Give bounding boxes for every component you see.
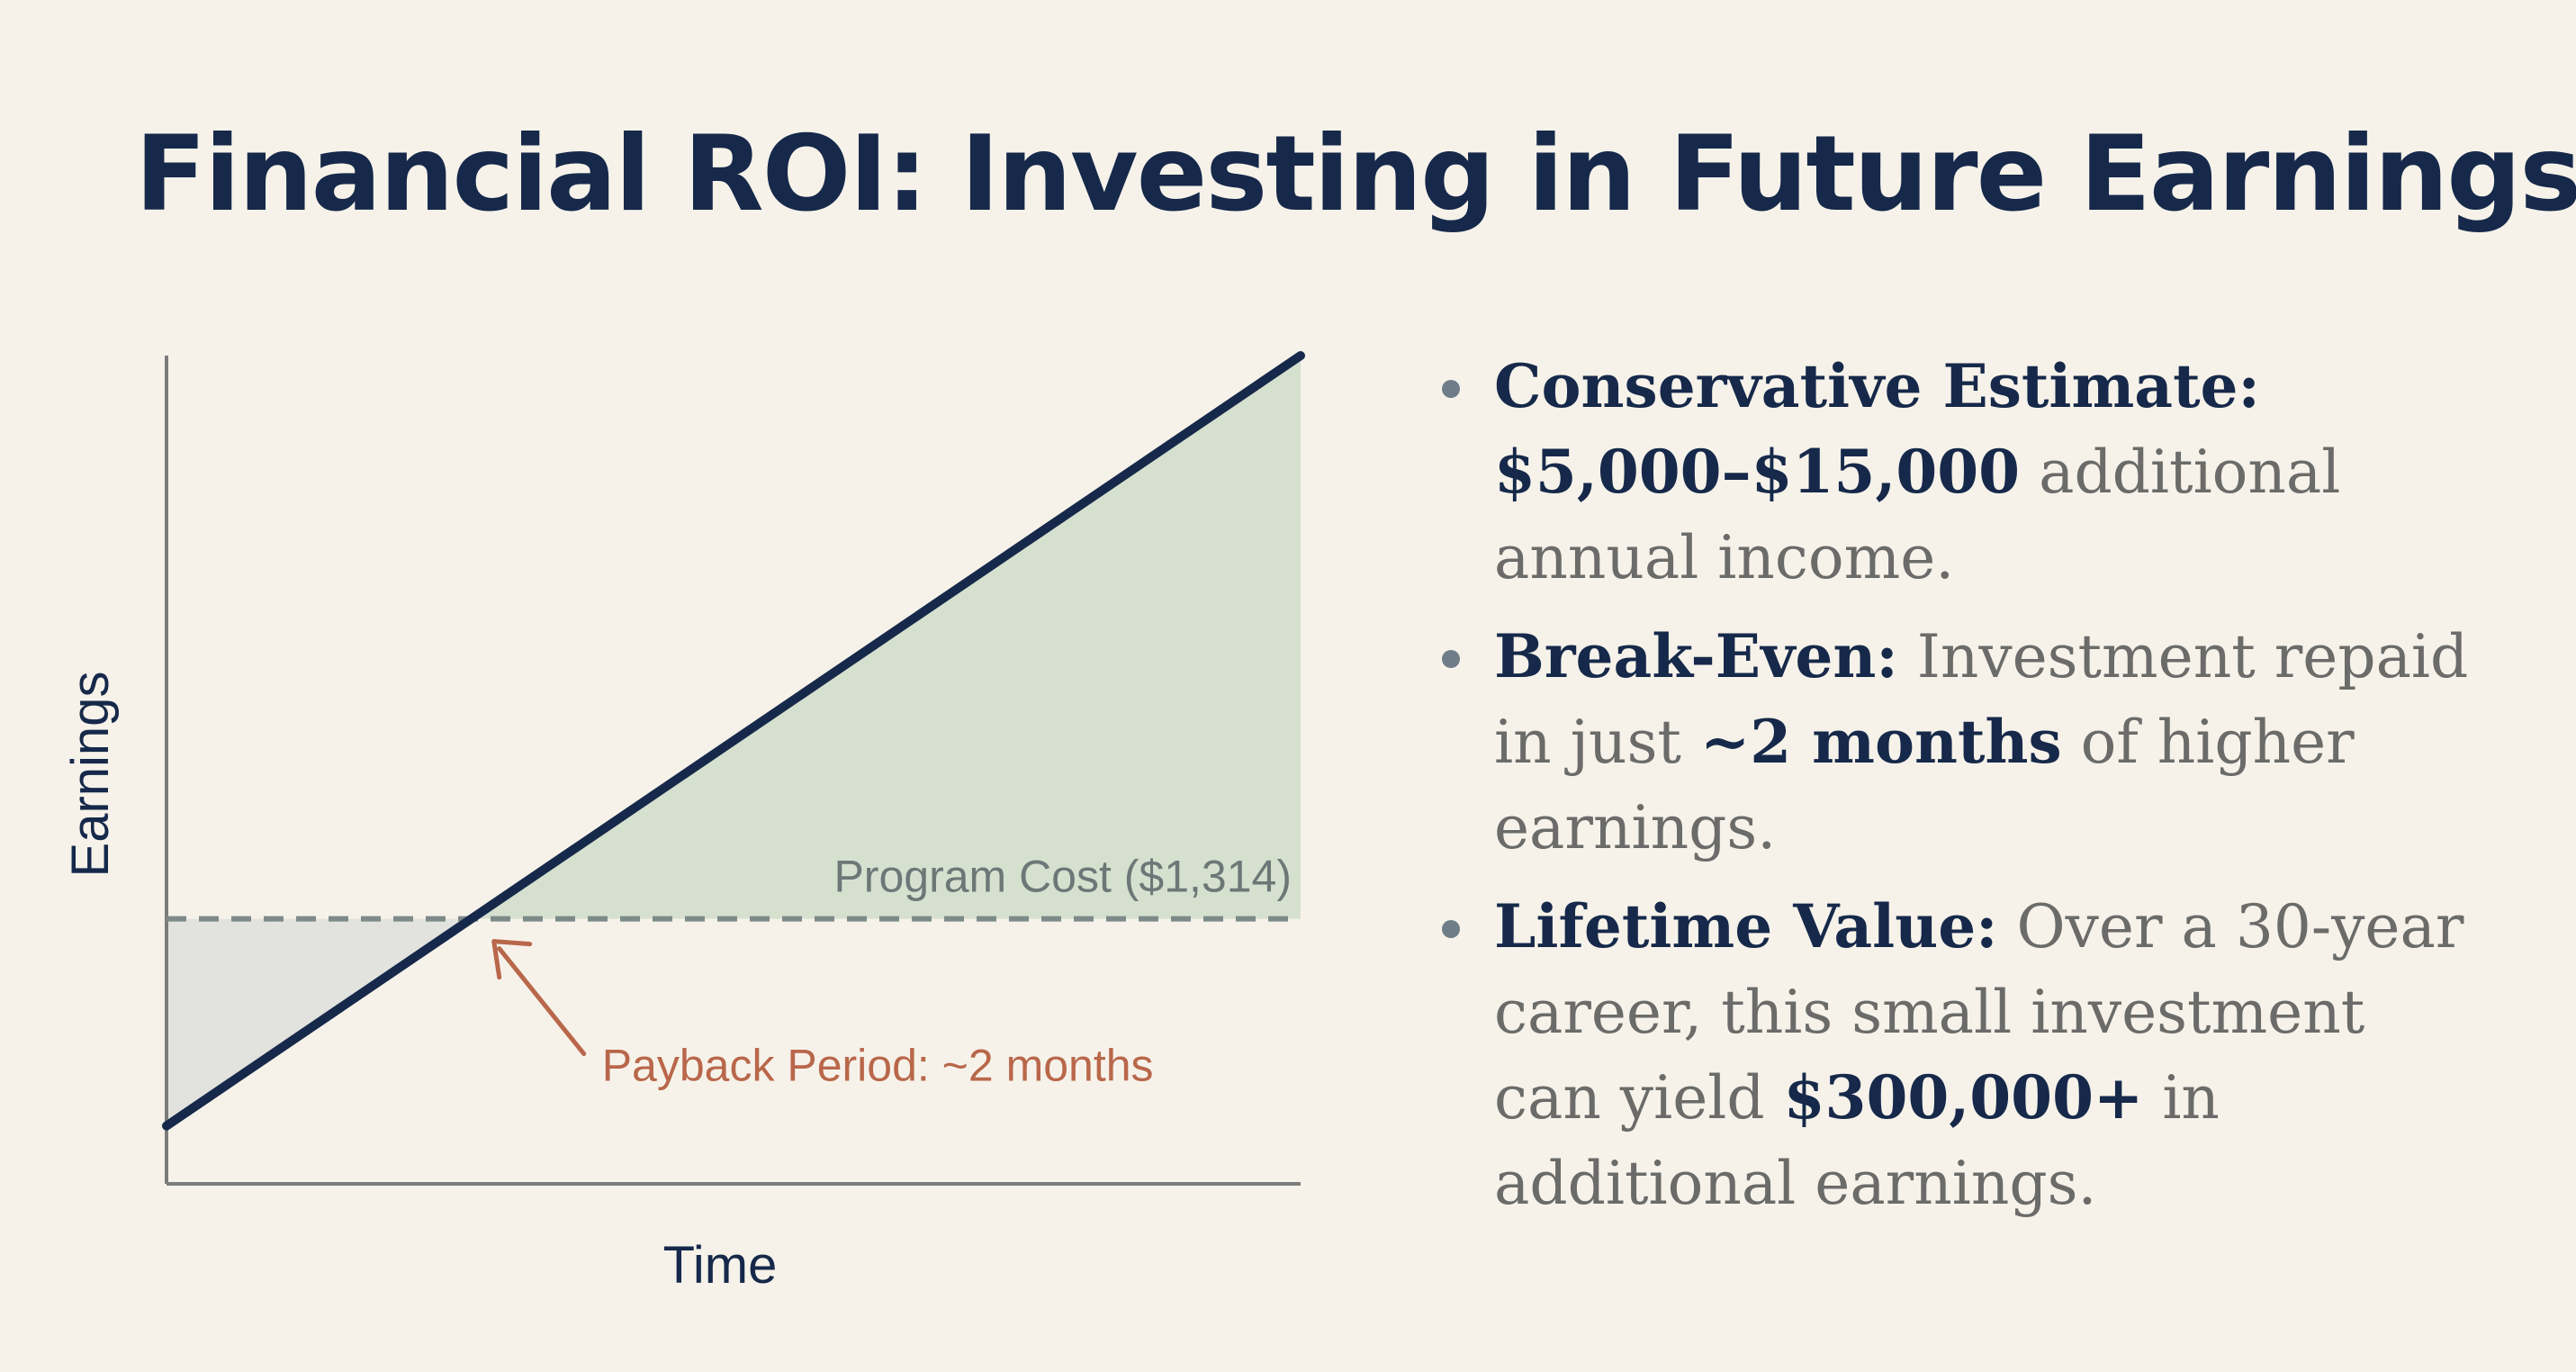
- bullet-label: Lifetime Value:: [1494, 891, 1998, 961]
- page-title: Financial ROI: Investing in Future Earni…: [135, 113, 2576, 235]
- payback-arrow-head-icon: [491, 939, 533, 980]
- x-axis-label: Time: [663, 1236, 778, 1295]
- key-points-list: Conservative Estimate: $5,000–$15,000 ad…: [1438, 344, 2482, 1240]
- payback-arrow: [497, 946, 587, 1057]
- payback-period-label: Payback Period: ~2 months: [602, 1041, 1154, 1091]
- bullet-highlight: $5,000–$15,000: [1494, 437, 2021, 507]
- payback-chart: Program Cost ($1,314) Payback Period: ~2…: [61, 351, 1305, 1295]
- bullet-text: in additional earnings.: [1494, 1063, 2220, 1218]
- bullet-highlight: ~2 months: [1699, 707, 2062, 777]
- bullet-item: Break-Even: Investment repaid in just ~2…: [1438, 614, 2482, 871]
- bullet-text: of higher earnings.: [1494, 708, 2355, 862]
- bullet-highlight: $300,000+: [1783, 1062, 2144, 1133]
- bullet-text: additional annual income.: [1494, 438, 2341, 592]
- bullet-item: Lifetime Value: Over a 30-year career, t…: [1438, 884, 2482, 1226]
- earnings-series-line: [162, 351, 1305, 1131]
- bullet-text: Investment repaid in just: [1494, 622, 2469, 777]
- bullet-label: Break-Even:: [1494, 621, 1898, 691]
- bullet-text: Over a 30-year career, this small invest…: [1494, 892, 2464, 1133]
- bullet-item: Conservative Estimate: $5,000–$15,000 ad…: [1438, 344, 2482, 600]
- y-axis-label: Earnings: [61, 672, 120, 878]
- program-cost-label: Program Cost ($1,314): [833, 852, 1292, 902]
- bullet-label: Conservative Estimate:: [1494, 351, 2260, 421]
